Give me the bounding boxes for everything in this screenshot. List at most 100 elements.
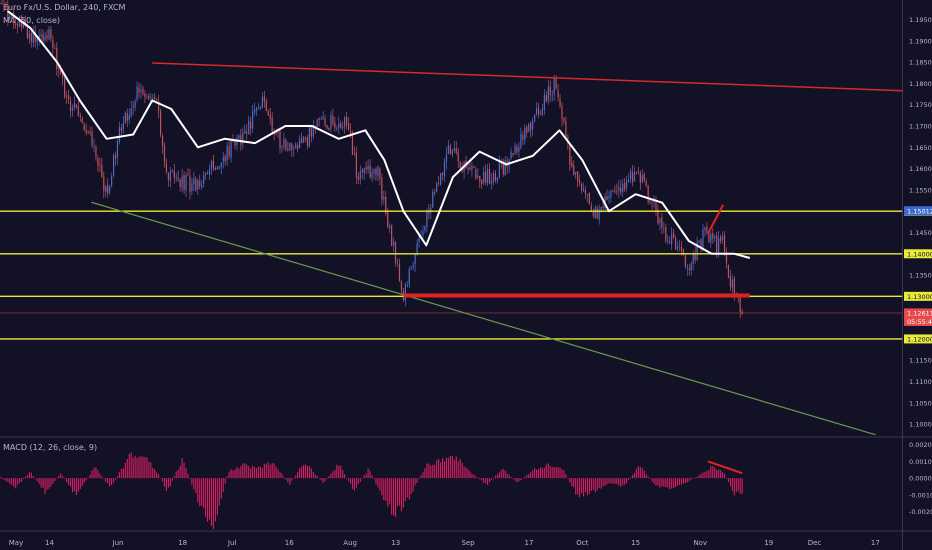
macd-bar [586,478,589,496]
candle-body [293,148,295,150]
macd-bar [183,462,185,479]
candle-body [0,2,1,4]
macd-bar [30,472,32,479]
candle-body [485,171,487,183]
candle-body [179,179,181,188]
candle-body [686,267,688,269]
candle-body [265,100,267,112]
candle-body [89,131,91,133]
candle-body [649,200,651,202]
candle-body [154,96,156,99]
macd-bar [718,469,720,479]
macd-bar [389,478,391,505]
macd-bar [248,465,250,479]
candle-body [436,183,438,193]
candle-body [412,265,414,268]
macd-bar [398,478,401,506]
price-marker-tag [904,308,932,318]
candle-body [473,167,475,168]
moving-average-50-line[interactable] [7,10,751,259]
candle-body [712,233,714,239]
candle-body [95,147,97,157]
macd-bar [83,478,85,484]
time-tick-label: 13 [391,539,400,547]
candle-body [720,236,722,242]
candle-body [588,193,591,205]
candle-body [79,115,81,117]
macd-bar [156,472,158,479]
macd-bar [179,465,181,479]
price-divergence-line[interactable] [707,204,725,235]
level-tag-label: 1.12000 [907,335,932,343]
macd-bar [659,478,661,488]
candle-body [522,134,524,140]
macd-bar [739,478,741,494]
candle-body [725,253,728,264]
resistance-trendline[interactable] [152,62,903,92]
macd-bar [17,478,19,485]
level-tag [904,334,932,344]
macd-bar [161,478,164,482]
candle-body [91,131,93,146]
candle-body [616,191,618,193]
candle-body [40,33,42,37]
macd-bar [487,478,489,486]
macd-bar [105,478,107,483]
candle-body [140,89,142,92]
candle-body [328,127,330,130]
macd-bar [254,466,256,479]
candle-body [579,180,581,183]
macd-bar [5,478,7,481]
macd-bar [616,478,618,485]
candle-body [9,15,11,21]
macd-bar [136,457,138,479]
macd-bar [122,468,124,479]
candle-body [541,108,544,115]
candle-body [69,101,72,112]
support-trendline[interactable] [91,201,876,436]
macd-bar [73,478,75,492]
macd-bar [451,455,453,479]
macd-bar [504,470,506,479]
candle-body [665,227,667,242]
macd-bar [295,475,297,479]
macd-bar [469,471,471,479]
macd-bar [348,478,350,482]
candle-body [112,155,115,176]
macd-bar [293,477,295,479]
macd-bar [581,478,583,494]
macd-bar [716,470,718,479]
macd-bar [461,462,463,479]
candle-body [22,21,25,28]
macd-bar [95,467,97,479]
candle-body [502,161,504,175]
macd-bar [704,472,706,479]
macd-bar [557,467,559,479]
macd-bar [416,478,418,483]
macd-bar [48,478,50,489]
macd-bar [1,477,3,479]
candle-body [42,34,44,41]
price-tick-label: 1.16500 [909,144,932,152]
price-tick-label: 1.18000 [909,80,932,88]
macd-bar [655,478,657,486]
macd-bar [232,470,234,479]
candle-body [146,97,148,99]
candle-body [432,191,434,208]
candle-body [610,191,612,198]
price-tick-label: 1.10000 [909,421,932,429]
macd-bar [306,465,308,479]
candle-body [714,236,716,238]
candle-body [126,113,128,121]
macd-bar [169,478,171,487]
candle-body [46,35,48,39]
macd-bar [259,466,261,479]
macd-divergence-line[interactable] [707,460,743,475]
macd-bar [688,478,690,482]
macd-bar [363,475,365,479]
macd-bar [334,469,336,479]
candle-body [138,87,140,93]
macd-bar [440,462,442,479]
macd-bar [36,478,38,482]
